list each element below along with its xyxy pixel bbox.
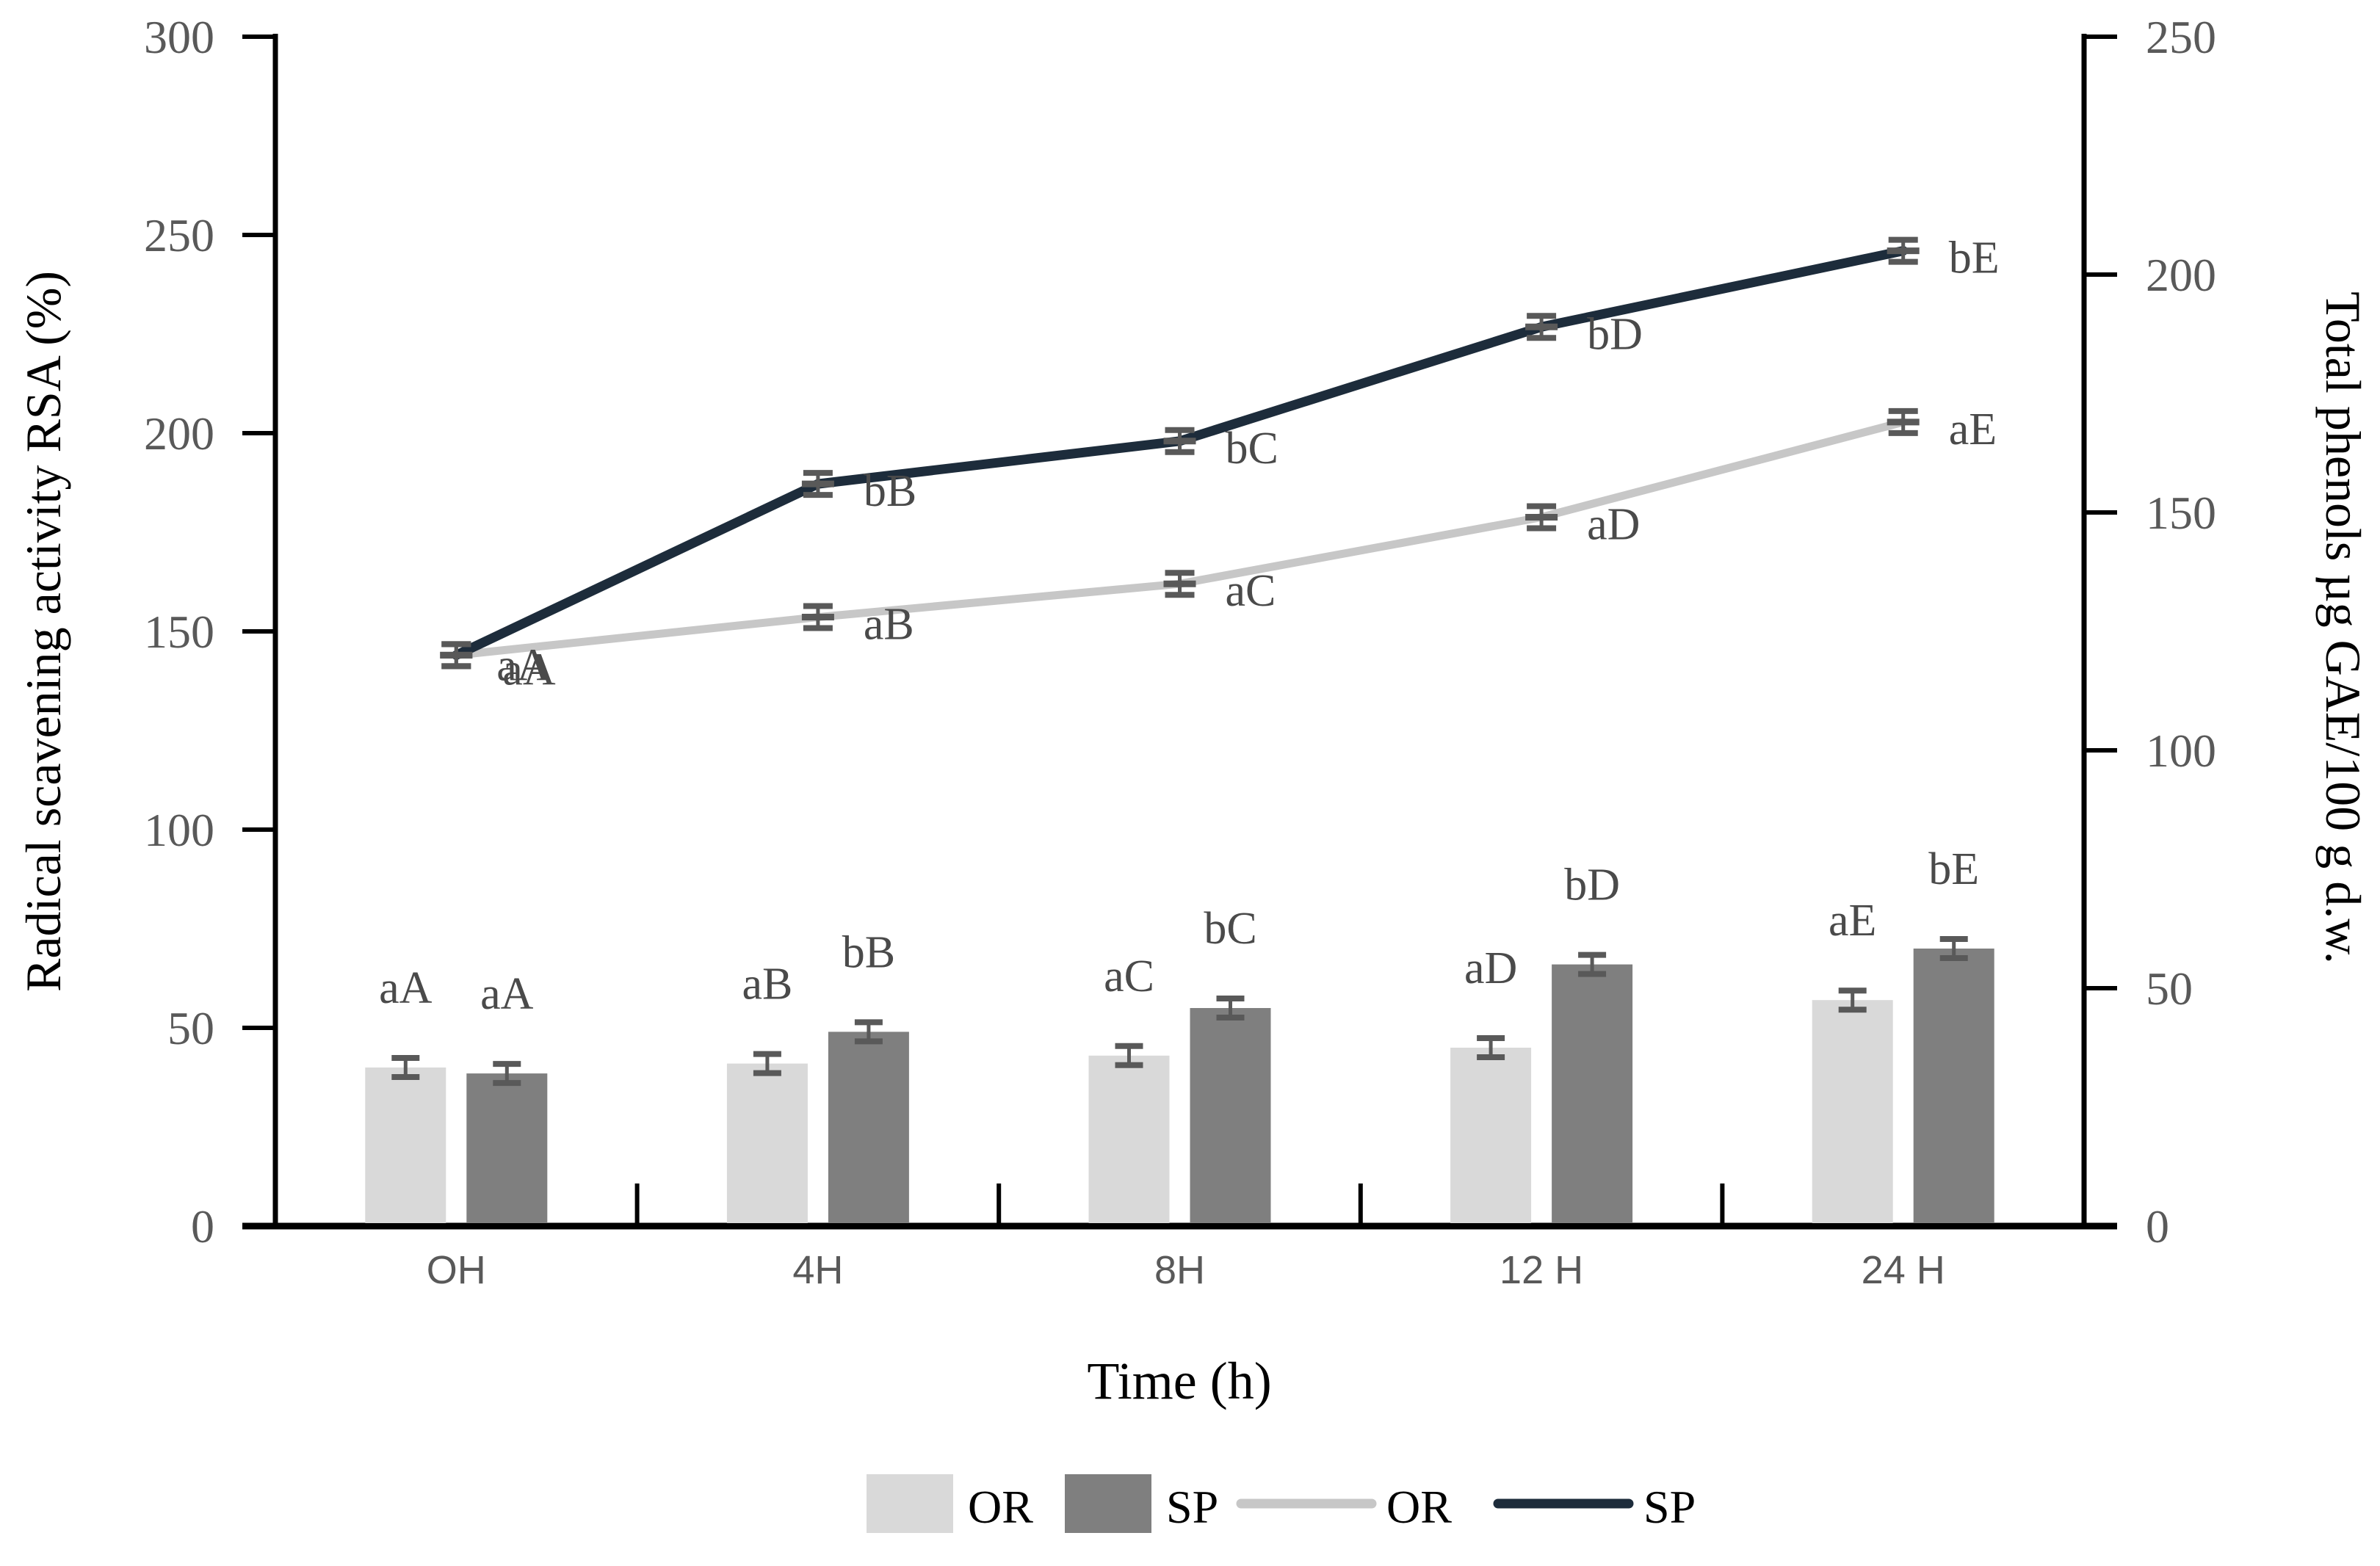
line-significance-label: bC — [1226, 424, 1278, 474]
chart-generated-content: 300 250 200 150 100 50 0 250 200 150 100 50 0 OH 4H 8H 1… — [144, 11, 2216, 1533]
line-significance-label: aB — [864, 600, 914, 650]
right-axis-tick-label: 250 — [2146, 11, 2216, 63]
bar-or — [365, 1067, 446, 1223]
x-category-label: 8H — [1154, 1248, 1205, 1292]
left-axis-tick-label: 100 — [144, 804, 214, 856]
line-significance-label: bD — [1587, 309, 1643, 359]
bar-significance-label: aA — [379, 963, 433, 1013]
line-significance-label: bB — [864, 466, 916, 516]
bar-significance-label: aC — [1104, 951, 1154, 1001]
legend-swatch-bar-sp — [1065, 1474, 1151, 1533]
legend-label: SP — [1643, 1481, 1696, 1533]
bar-significance-label: aA — [480, 969, 534, 1019]
line-significance-label: aA — [496, 640, 550, 690]
bar-or — [1812, 1000, 1893, 1223]
bar-or — [1088, 1055, 1170, 1223]
bar-sp — [1913, 949, 1994, 1223]
right-axis-tick-label: 100 — [2146, 725, 2216, 777]
bar-significance-label: bB — [842, 927, 895, 977]
bar-significance-label: bD — [1564, 860, 1620, 910]
bar-significance-label: aB — [742, 960, 792, 1009]
right-axis-tick-label: 150 — [2146, 487, 2216, 539]
line-significance-label: bE — [1949, 233, 2000, 283]
bar-sp — [828, 1032, 909, 1223]
x-category-label: OH — [427, 1248, 486, 1292]
left-axis-title: Radical scavening activity RSA (%) — [15, 271, 71, 992]
left-axis-tick-label: 0 — [191, 1200, 214, 1253]
bar-or — [726, 1063, 808, 1223]
left-axis-tick-label: 50 — [167, 1002, 214, 1054]
right-axis-tick-label: 0 — [2146, 1200, 2169, 1253]
left-axis-tick-label: 200 — [144, 407, 214, 460]
legend-label: OR — [1386, 1481, 1452, 1533]
bar-significance-label: bC — [1204, 904, 1256, 954]
line-significance-label: aE — [1949, 405, 1997, 454]
bar-sp — [1190, 1008, 1271, 1223]
right-axis-tick-label: 200 — [2146, 249, 2216, 301]
x-axis-title: Time (h) — [1087, 1352, 1271, 1410]
bar-significance-label: bE — [1928, 844, 1979, 894]
left-axis-tick-label: 250 — [144, 209, 214, 261]
x-category-label: 12 H — [1500, 1248, 1583, 1292]
left-axis-tick-label: 300 — [144, 11, 214, 63]
bar-or — [1450, 1048, 1532, 1223]
legend-label: OR — [968, 1481, 1033, 1533]
right-axis-title: Total phenols µg GAE/100 g d.w. — [2315, 291, 2371, 964]
bar-sp — [1552, 964, 1633, 1223]
line-significance-label: aD — [1587, 499, 1640, 549]
bar-significance-label: aD — [1464, 943, 1517, 993]
bar-sp — [466, 1073, 548, 1223]
legend-label: SP — [1166, 1481, 1218, 1533]
legend-swatch-bar-or — [867, 1474, 953, 1533]
left-axis-tick-label: 150 — [144, 606, 214, 658]
bar-significance-label: aE — [1829, 896, 1876, 946]
line-significance-label: aA — [502, 645, 556, 695]
x-category-label: 4H — [792, 1248, 843, 1292]
line-significance-label: aC — [1226, 566, 1276, 616]
line-or — [452, 418, 1908, 659]
x-category-label: 24 H — [1862, 1248, 1945, 1292]
right-axis-tick-label: 50 — [2146, 963, 2193, 1015]
